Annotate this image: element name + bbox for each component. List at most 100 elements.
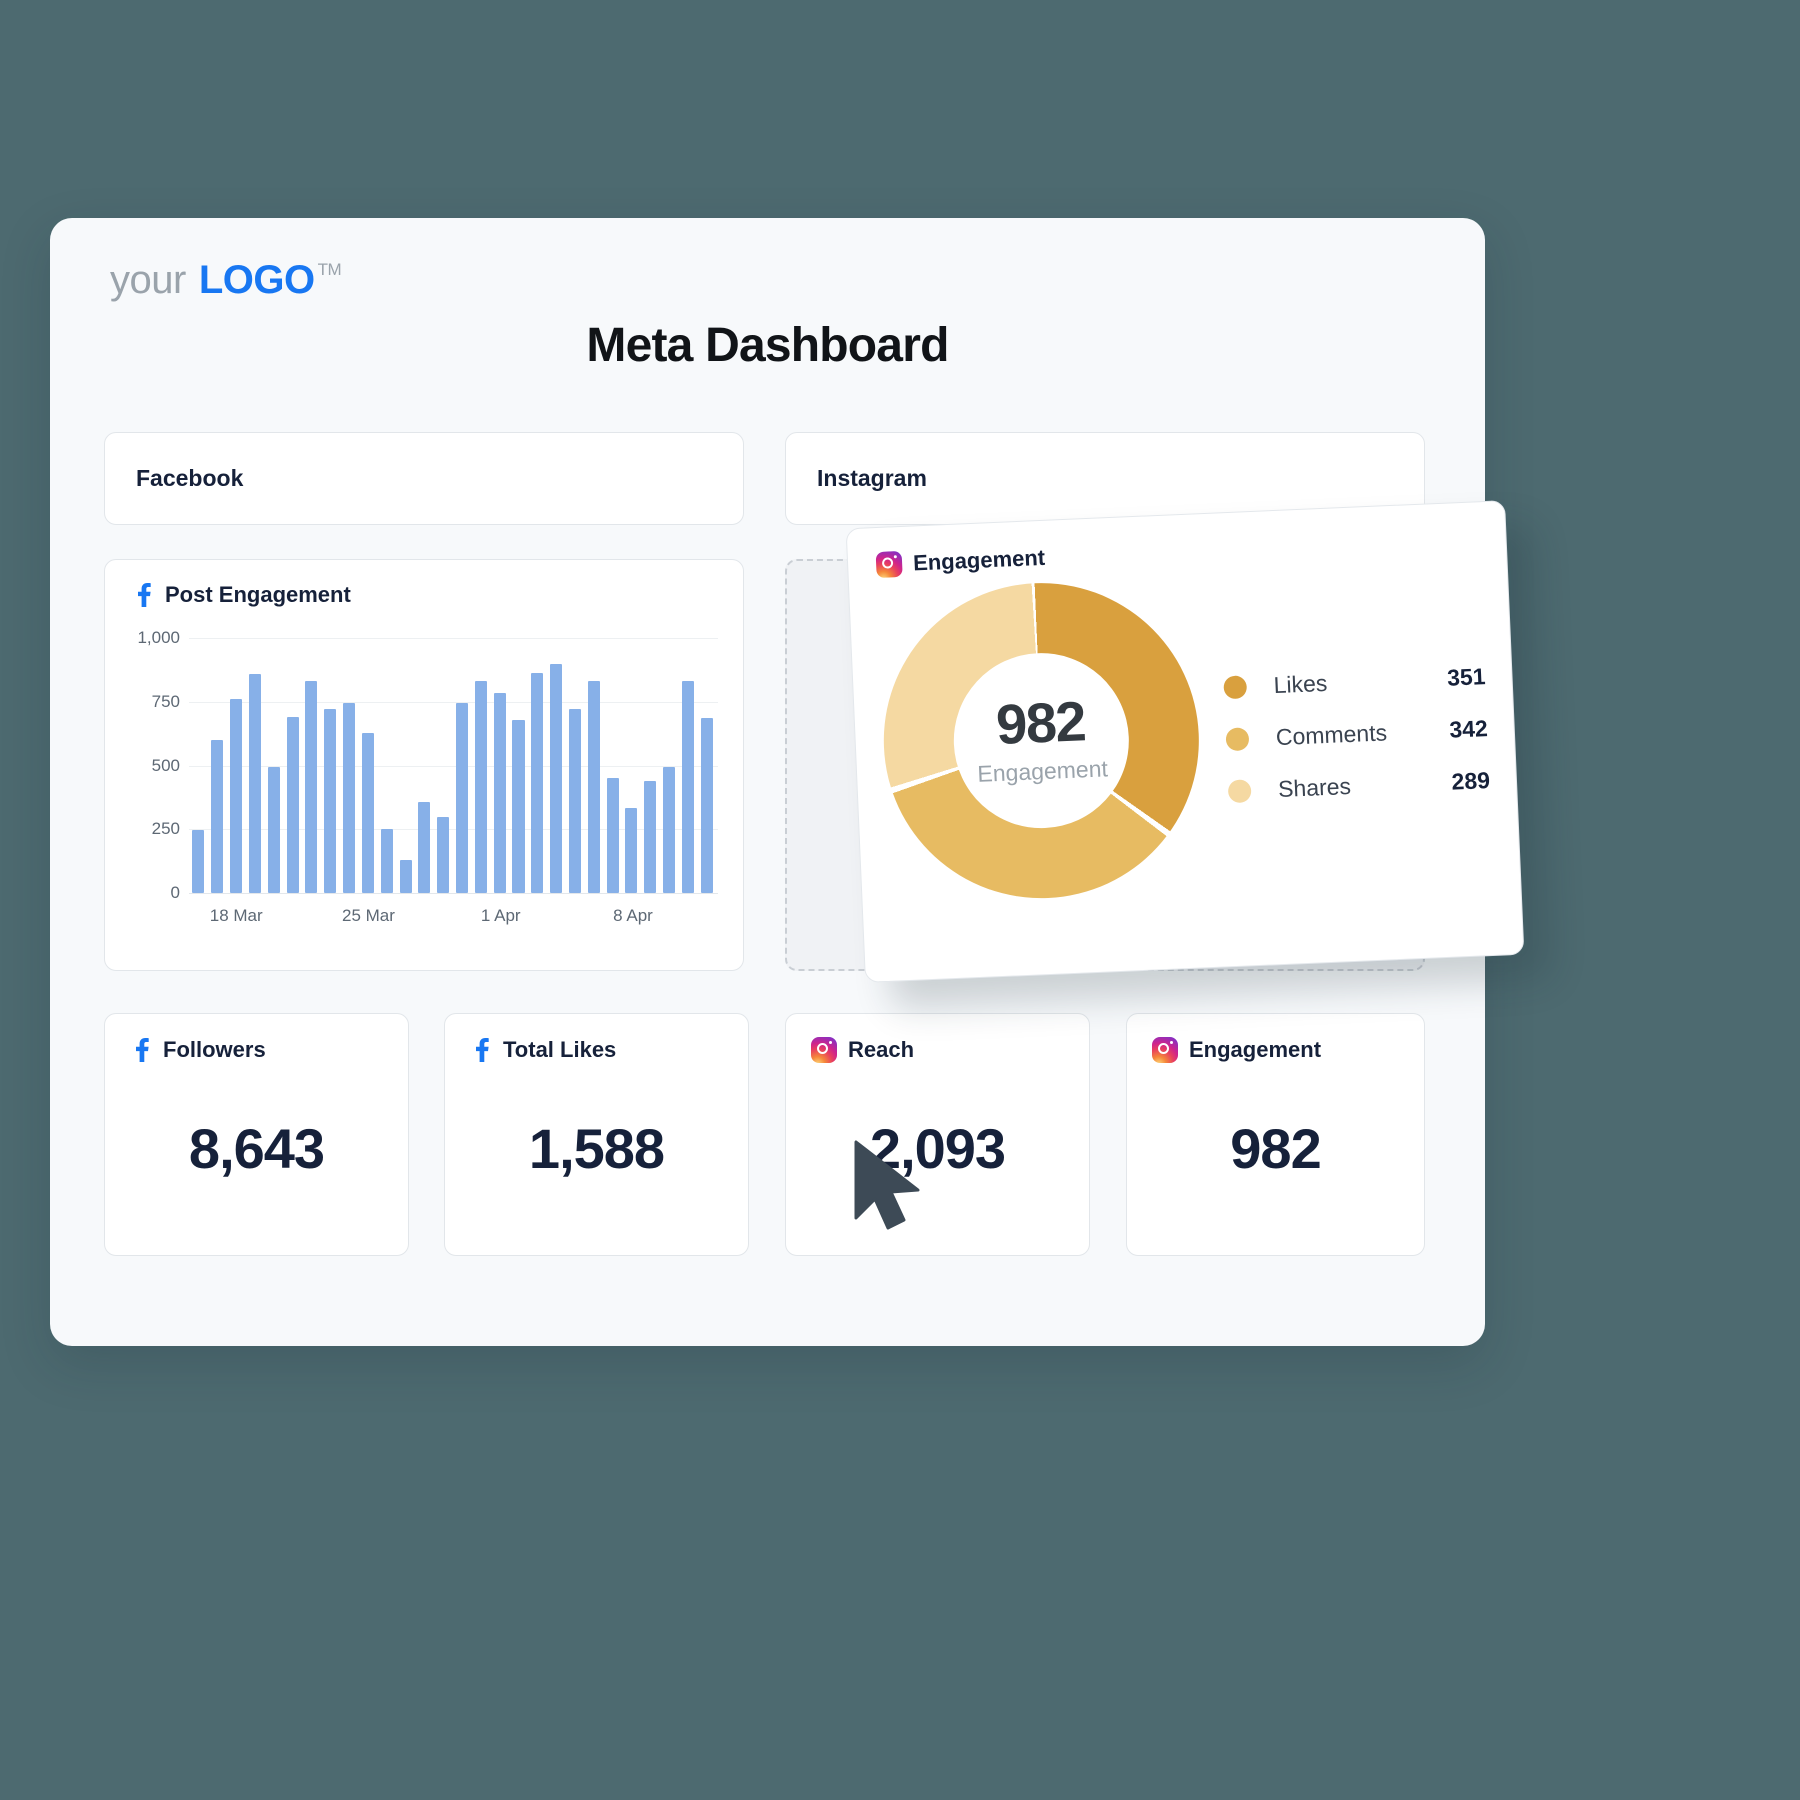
post-engagement-bar-chart: 1,000 750 500 250 0 18 Mar 25 Mar 1 Apr 8 Apr bbox=[132, 628, 718, 948]
kpi-header: Engagement bbox=[1127, 1014, 1424, 1063]
bar[interactable] bbox=[343, 703, 356, 893]
bar[interactable] bbox=[531, 673, 544, 893]
bar[interactable] bbox=[286, 716, 299, 893]
bar[interactable] bbox=[474, 680, 487, 893]
bar[interactable] bbox=[361, 732, 374, 893]
gridline bbox=[189, 765, 718, 767]
bar-slot bbox=[377, 638, 396, 893]
donut-card-title: Engagement bbox=[912, 544, 1046, 576]
bar-slot bbox=[208, 638, 227, 893]
bar[interactable] bbox=[418, 801, 431, 893]
bar-slot bbox=[302, 638, 321, 893]
bar[interactable] bbox=[324, 708, 337, 893]
bar-slot bbox=[264, 638, 283, 893]
bar[interactable] bbox=[568, 708, 581, 893]
bar[interactable] bbox=[625, 807, 638, 893]
bar[interactable] bbox=[248, 674, 261, 893]
y-axis-tick-label: 1,000 bbox=[137, 628, 180, 647]
bar[interactable] bbox=[663, 766, 676, 893]
brand-logo: your LOGO TM bbox=[110, 258, 342, 303]
kpi-card-engagement[interactable]: Engagement 982 bbox=[1126, 1013, 1425, 1256]
bar[interactable] bbox=[700, 718, 713, 893]
chart-card-title: Post Engagement bbox=[165, 582, 351, 607]
bar-slot bbox=[528, 638, 547, 893]
mouse-cursor-icon bbox=[850, 1140, 928, 1232]
bar[interactable] bbox=[512, 719, 525, 893]
legend-color-dot bbox=[1225, 726, 1250, 751]
bar[interactable] bbox=[681, 680, 694, 893]
logo-trademark-text: TM bbox=[317, 260, 342, 279]
legend-row[interactable]: Shares 289 bbox=[1227, 754, 1491, 817]
bar[interactable] bbox=[267, 766, 280, 893]
kpi-header: Reach bbox=[786, 1014, 1089, 1063]
kpi-label: Followers bbox=[163, 1037, 266, 1062]
bar-slot bbox=[283, 638, 302, 893]
bar-series bbox=[189, 638, 716, 893]
bar-slot bbox=[189, 638, 208, 893]
x-axis-labels: 18 Mar 25 Mar 1 Apr 8 Apr bbox=[189, 906, 718, 936]
bar-slot bbox=[415, 638, 434, 893]
facebook-icon bbox=[470, 1037, 492, 1063]
bar-slot bbox=[396, 638, 415, 893]
bar[interactable] bbox=[455, 703, 469, 893]
kpi-label: Total Likes bbox=[503, 1037, 617, 1062]
kpi-card-followers[interactable]: Followers 8,643 bbox=[104, 1013, 409, 1256]
bar[interactable] bbox=[192, 829, 205, 893]
bar[interactable] bbox=[399, 860, 412, 893]
facebook-icon bbox=[132, 582, 154, 608]
instagram-icon bbox=[811, 1037, 837, 1063]
bar-slot bbox=[641, 638, 660, 893]
bar[interactable] bbox=[606, 778, 619, 893]
facebook-tab-label: Facebook bbox=[136, 465, 244, 491]
bar-slot bbox=[340, 638, 359, 893]
logo-prefix-text: your bbox=[110, 258, 186, 302]
x-axis-tick-label: 8 Apr bbox=[613, 906, 653, 925]
kpi-card-reach[interactable]: Reach 2,093 bbox=[785, 1013, 1090, 1256]
kpi-value: 2,093 bbox=[869, 1117, 1006, 1180]
instagram-tab[interactable]: Instagram bbox=[785, 432, 1425, 525]
bar-slot bbox=[660, 638, 679, 893]
engagement-donut-card[interactable]: Engagement 982 Engagement Likes 351 Commen… bbox=[845, 500, 1525, 983]
bar-slot bbox=[622, 638, 641, 893]
chart-card-header: Post Engagement bbox=[105, 560, 743, 608]
x-axis-line bbox=[189, 893, 718, 894]
facebook-tab[interactable]: Facebook bbox=[104, 432, 744, 525]
dashboard-window: your LOGO TM Meta Dashboard Facebook Ins… bbox=[50, 218, 1525, 1346]
y-axis-tick-label: 750 bbox=[151, 691, 180, 711]
bar-slot bbox=[697, 638, 716, 893]
gridline bbox=[189, 701, 718, 703]
bar[interactable] bbox=[305, 680, 318, 893]
page-title: Meta Dashboard bbox=[586, 319, 949, 372]
legend-value: 289 bbox=[1451, 766, 1491, 795]
gridline bbox=[189, 829, 718, 831]
bar-slot bbox=[490, 638, 509, 893]
legend-label: Shares bbox=[1277, 772, 1352, 802]
bar[interactable] bbox=[211, 740, 224, 893]
donut-legend: Likes 351 Comments 342 Shares 289 bbox=[1223, 650, 1491, 817]
y-axis-tick-label: 250 bbox=[151, 819, 180, 839]
bar[interactable] bbox=[437, 816, 450, 893]
bar-slot bbox=[434, 638, 453, 893]
engagement-donut-chart: 982 Engagement bbox=[877, 576, 1206, 905]
bar-slot bbox=[509, 638, 528, 893]
kpi-header: Followers bbox=[105, 1014, 408, 1063]
bar[interactable] bbox=[380, 828, 393, 893]
y-axis: 1,000 750 500 250 0 bbox=[132, 628, 189, 902]
donut-center-label: Engagement bbox=[976, 755, 1109, 788]
legend-color-dot bbox=[1227, 778, 1252, 803]
bar-slot bbox=[584, 638, 603, 893]
instagram-icon bbox=[1152, 1037, 1178, 1063]
bar[interactable] bbox=[493, 692, 506, 893]
bar-slot bbox=[358, 638, 377, 893]
donut-center-value: 982 bbox=[994, 689, 1087, 757]
bar-slot bbox=[453, 638, 472, 893]
kpi-card-total-likes[interactable]: Total Likes 1,588 bbox=[444, 1013, 749, 1256]
kpi-value: 1,588 bbox=[528, 1117, 665, 1180]
bar[interactable] bbox=[587, 680, 600, 893]
bar[interactable] bbox=[230, 699, 243, 893]
bar-slot bbox=[566, 638, 585, 893]
bar[interactable] bbox=[550, 664, 563, 893]
bar[interactable] bbox=[644, 781, 657, 893]
post-engagement-chart-card[interactable]: Post Engagement 1,000 750 500 250 0 18 Mar 25… bbox=[104, 559, 744, 971]
logo-name-text: LOGO bbox=[198, 258, 315, 302]
